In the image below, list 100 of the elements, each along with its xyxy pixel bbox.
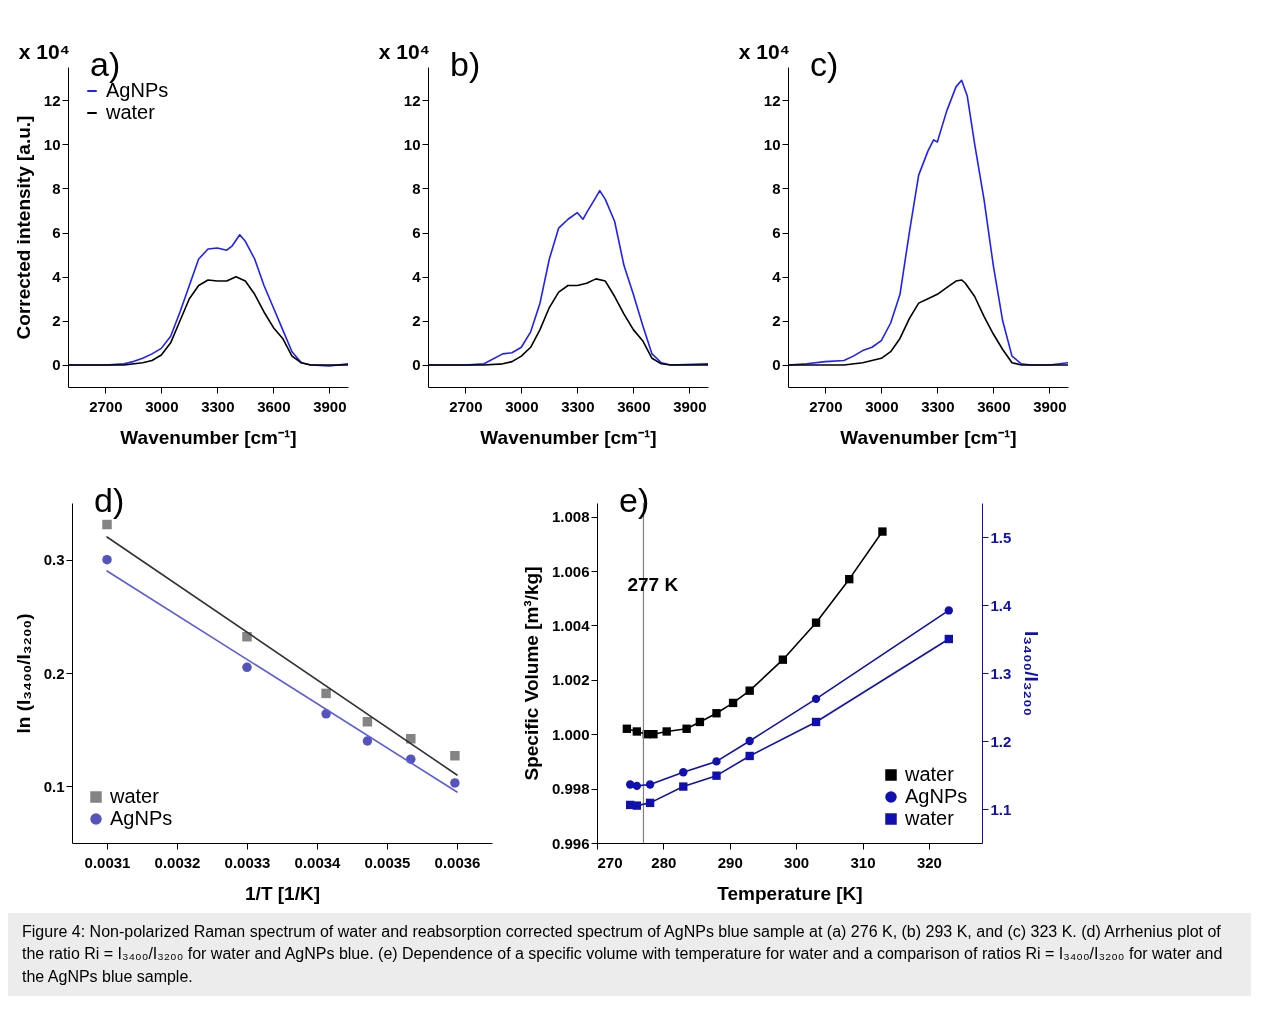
y-tick-label: 12 [763,91,781,109]
point [450,750,460,761]
y-tick-label: 0 [772,356,781,374]
x-axis-title: Wavenumber [cm⁻¹] [480,426,657,448]
annotation: b) [450,45,481,83]
point [712,757,721,766]
x-tick-label: 320 [916,853,942,871]
x-tick-label: 0.0036 [434,853,481,871]
x-tick-label: 3000 [505,397,539,415]
point [811,717,821,727]
y-tick-label: 12 [403,91,421,109]
x-tick-label: 280 [651,853,677,871]
x-tick-label: 2700 [809,397,843,415]
x-tick-label: 0.0032 [154,853,201,871]
point [728,698,738,708]
y2-axis-title: I₃₄₀₀/I₃₂₀₀ [1021,630,1043,717]
point [745,751,754,761]
point [712,709,721,718]
y-axis-title: ln (I₃₄₀₀/I₃₂₀₀) [12,613,34,734]
legend-label: water [904,763,955,785]
legend-label: AgNPs [905,785,968,807]
x-tick-label: 270 [597,853,623,871]
y-tick-label: 1.004 [551,616,591,634]
legend-label: water [105,101,156,123]
x-tick-label: 0.0033 [224,853,271,871]
y-tick-label: 4 [52,268,62,286]
point [845,574,854,584]
y2-tick-label: 1.3 [990,664,1012,682]
annotation: d) [94,481,125,519]
y-tick-label: 10 [43,135,61,153]
legend-label: AgNPs [110,807,173,829]
x-tick-label: 3000 [865,397,899,415]
x-tick-label: 3300 [201,397,235,415]
x-axis-title: 1/T [1/K] [245,882,320,904]
text: x 10⁴ [18,40,70,63]
y-tick-label: 2 [52,312,61,330]
point [878,527,887,536]
y-tick-label: 0.998 [551,780,590,798]
y2-tick-label: 1.2 [990,732,1012,750]
legend-label: water [904,807,955,829]
point [649,730,658,739]
x-tick-label: 3300 [921,397,955,415]
y-tick-label: 1.008 [551,508,590,526]
text: x 10⁴ [738,40,790,63]
point [712,771,721,780]
point [695,717,705,727]
y-tick-label: 2 [772,312,781,330]
x-axis-title: Wavenumber [cm⁻¹] [840,426,1017,448]
x-tick-label: 2700 [449,397,483,415]
point [622,724,632,733]
y-tick-label: 0 [52,356,61,374]
x-tick-label: 0.0031 [84,853,131,871]
point [626,780,635,789]
x-tick-label: 290 [717,853,743,871]
point [632,781,642,791]
point [811,618,821,627]
ref-line-label: 277 K [627,573,679,595]
point [102,554,112,565]
point [944,634,953,644]
x-tick-label: 3900 [673,397,707,415]
point [321,688,331,699]
y-tick-label: 12 [43,91,61,109]
x-tick-label: 3300 [561,397,595,415]
x-tick-label: 310 [850,853,876,871]
annotation: e) [619,481,650,519]
y-tick-label: 4 [412,268,422,286]
y-tick-label: 1.002 [551,671,590,689]
y-tick-label: 0.2 [43,664,65,682]
x-tick-label: 3900 [1033,397,1067,415]
y-tick-label: 1.000 [551,725,590,743]
caption: Figure 4: Non-polarized Raman spectrum of water and reabsorption corrected spectrum of AgNPs blue sample at (a) 276 K, (b) 293 K, and (c) 323 K. (d) Arrhenius plot of the ratio Ri = I₃₄₀₀/I₃₂₀₀ for water and AgNPs blue. (e) Dependence of a specific volume with temperature for water and a comparison of ratios Ri = I₃₄₀₀/I₃₂₀₀ for water and the AgNPs blue sample. [8,913,1251,997]
y-tick-label: 8 [52,179,61,197]
y-tick-label: 6 [412,224,421,242]
x-axis-title: Temperature [K] [717,882,863,904]
point [362,736,373,746]
y-tick-label: 6 [52,224,61,242]
x-tick-label: 3600 [617,397,651,415]
point [662,727,671,736]
y-tick-label: 0.996 [551,834,590,852]
y-tick-label: 0 [412,356,421,374]
y-axis-title: Specific Volume [m³/kg] [520,566,542,781]
x-tick-label: 3000 [145,397,179,415]
y-tick-label: 10 [403,135,421,153]
point [679,768,688,777]
text: x 10⁴ [378,40,430,63]
y-tick-label: 10 [763,135,781,153]
point [632,801,642,810]
point [242,662,252,673]
point [745,686,754,695]
y-axis-title: Corrected intensity [a.u.] [12,115,34,340]
point [645,798,655,808]
point [102,519,112,530]
x-tick-label: 0.0034 [294,853,342,871]
y-tick-label: 6 [772,224,781,242]
x-tick-label: 2700 [89,397,123,415]
y2-tick-label: 1.4 [990,596,1013,614]
point [778,655,788,664]
point [682,724,691,733]
point [645,780,655,789]
x-tick-label: 300 [784,853,810,871]
